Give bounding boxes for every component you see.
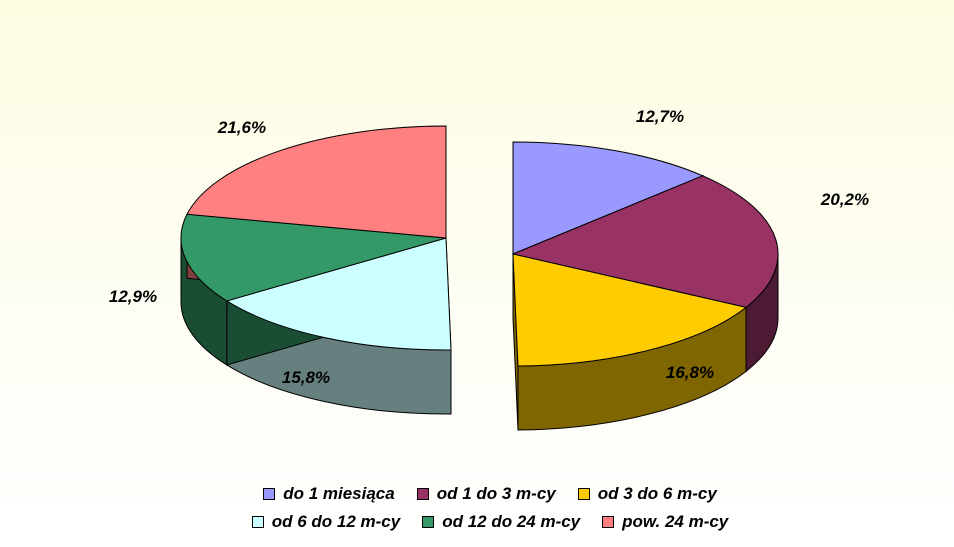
slice-pow-24-m-cy	[186, 125, 447, 239]
legend-label: od 3 do 6 m-cy	[597, 484, 717, 503]
slice-od-12-do-24-m-cy	[180, 213, 447, 302]
legend-label: pow. 24 m-cy	[622, 512, 729, 531]
legend-item: od 3 do 6 m-cy	[577, 484, 717, 504]
legend-swatch	[422, 516, 435, 528]
legend-item: od 1 do 3 m-cy	[416, 484, 556, 504]
legend-swatch	[577, 488, 590, 500]
legend-item: do 1 miesiąca	[263, 484, 395, 504]
slice-tops	[180, 125, 779, 367]
slice-od-3-do-6-m-cy	[512, 253, 748, 367]
data-label-od-3-do-6-m-cy: 16,8%	[666, 363, 714, 382]
legend-row: od 6 do 12 m-cy od 12 do 24 m-cy pow. 24 m…	[150, 508, 830, 536]
data-label-od-6-do-12-m-cy: 15,8%	[282, 368, 330, 387]
legend-swatch	[416, 488, 429, 500]
legend-swatch	[602, 516, 615, 528]
data-label-od-1-do-3-m-cy: 20,2%	[820, 190, 869, 209]
legend: do 1 miesiąca od 1 do 3 m-cy od 3 do 6 m-c…	[150, 480, 830, 536]
data-label-od-12-do-24-m-cy: 12,9%	[109, 287, 157, 306]
legend-row: do 1 miesiąca od 1 do 3 m-cy od 3 do 6 m-c…	[150, 480, 830, 508]
legend-item: od 12 do 24 m-cy	[422, 512, 580, 532]
legend-swatch	[263, 488, 276, 500]
slice-do-1-miesiaca	[512, 141, 705, 255]
legend-label: od 1 do 3 m-cy	[436, 484, 556, 503]
slice-od-1-do-3-m-cy	[511, 175, 779, 308]
data-label-pow-24-m-cy: 21,6%	[217, 118, 266, 137]
legend-label: od 6 do 12 m-cy	[271, 512, 401, 531]
data-label-do-1-miesiaca: 12,7%	[636, 107, 684, 126]
slice-labels: 12,7% 20,2% 16,8% 15,8% 12,9% 21,6%	[109, 107, 869, 387]
legend-swatch	[251, 516, 264, 528]
legend-item: od 6 do 12 m-cy	[251, 512, 401, 532]
legend-label: do 1 miesiąca	[283, 484, 395, 503]
legend-item: pow. 24 m-cy	[602, 512, 728, 532]
slice-od-6-do-12-m-cy	[225, 237, 452, 351]
legend-label: od 12 do 24 m-cy	[442, 512, 581, 531]
